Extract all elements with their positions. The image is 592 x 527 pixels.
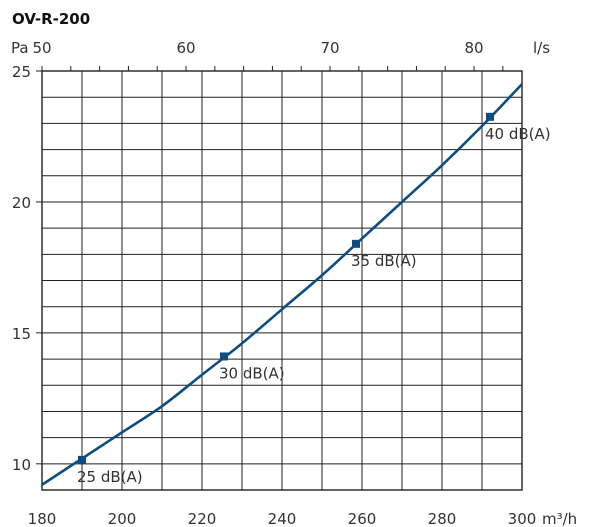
x2-axis-unit: l/s [533,39,550,57]
markers-layer: 25 dB(A) 30 dB(A) 35 dB(A) 40 dB(A) [77,112,551,486]
y-tick-label: 10 [12,456,31,474]
marker-label: 35 dB(A) [351,252,417,270]
grid [36,66,523,491]
y-axis-ticks: 10 15 20 25 [12,63,31,474]
x-tick-label: 200 [108,510,137,527]
x-tick-label: 300 [508,510,537,527]
x-axis-ticks: 180 200 220 240 260 280 300 [28,510,537,527]
x2-tick-label: 70 [320,39,339,57]
x-tick-label: 260 [348,510,377,527]
marker-point [486,112,494,121]
y-axis-unit: Pa [11,39,29,57]
marker-label: 30 dB(A) [219,364,285,382]
x2-axis-ticks: 50 60 70 80 [32,39,483,57]
plot-frame [41,70,523,491]
marker-label: 40 dB(A) [485,125,551,143]
x2-tick-label: 80 [464,39,483,57]
x2-tick-label: 60 [176,39,195,57]
x-tick-label: 220 [188,510,217,527]
series-line-0 [41,83,523,486]
x-tick-label: 280 [428,510,457,527]
y-tick-label: 25 [12,63,31,81]
x-axis-unit: m³/h [542,510,577,527]
marker-point [352,239,360,248]
y-tick-label: 20 [12,194,31,212]
y-tick-label: 15 [12,325,31,343]
marker-point [78,455,86,464]
x-tick-label: 180 [28,510,57,527]
series-layer [41,83,523,486]
x2-tick-label: 50 [32,39,51,57]
marker-label: 25 dB(A) [77,468,143,486]
marker-point [220,352,228,361]
chart-title: OV-R-200 [12,10,90,28]
x-tick-label: 240 [268,510,297,527]
